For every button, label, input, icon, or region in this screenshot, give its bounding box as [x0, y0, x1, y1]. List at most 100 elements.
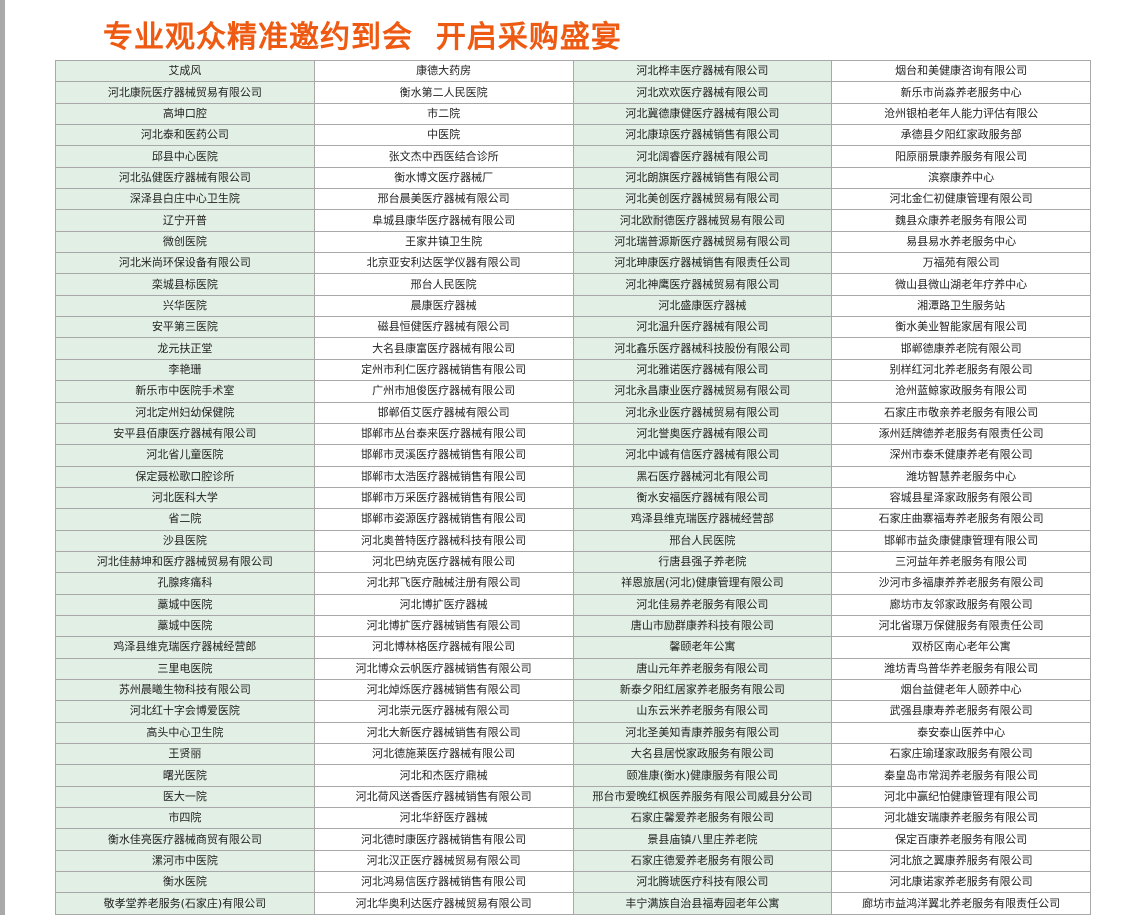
- table-cell: 辽宁开普: [55, 209, 315, 232]
- table-cell: 河北博扩医疗器械销售有限公司: [313, 614, 574, 638]
- table-cell: 河北圣美知青康养服务有限公司: [572, 721, 833, 745]
- table-cell: 李艳珊: [55, 358, 315, 382]
- table-cell: 邯郸市太浩医疗器械销售有限公司: [313, 465, 574, 488]
- table-row: 省二院 邯郸市姿源医疗器械销售有限公司 鸡泽县维克瑞医疗器械经营部 石家庄曲寨福寿养老…: [55, 508, 1091, 531]
- table-cell: 石家庄瑜瑾家政服务有限公司: [831, 742, 1091, 766]
- table-cell: 河北珅康医疗器械销售有限责任公司: [572, 252, 833, 275]
- table-cell: 山东云米养老服务有限公司: [572, 700, 833, 723]
- table-cell: 沙河市多福康养养老服务有限公司: [831, 572, 1091, 595]
- table-cell: 王家井镇卫生院: [313, 230, 574, 254]
- table-cell: 河北省儿童医院: [55, 444, 315, 467]
- table-row: 河北医科大学 邯郸市万采医疗器械销售有限公司 衡水安福医疗器械有限公司 容城县星泽家政…: [55, 486, 1091, 510]
- table-cell: 孔腺疼痛科: [55, 572, 315, 595]
- table-cell: 河北美创医疗器械贸易有限公司: [572, 188, 833, 211]
- table-row: 艾成风 康德大药房 河北桦丰医疗器械有限公司 烟台和美健康咨询有限公司: [55, 59, 1091, 83]
- table-cell: 河北神鹰医疗器械贸易有限公司: [572, 273, 833, 296]
- table-cell: 黑石医疗器械河北有限公司: [572, 465, 833, 488]
- table-cell: 医大一院: [55, 785, 315, 809]
- table-cell: 景县庙镇八里庄养老院: [572, 828, 833, 851]
- table-cell: 阜城县康华医疗器械有限公司: [313, 209, 574, 232]
- table-row: 鸡泽县维克瑞医疗器械经营郎 河北博林格医疗器械有限公司 馨颐老年公寓 双桥区南心老年公…: [55, 636, 1091, 659]
- table-cell: 邱县中心医院: [55, 145, 315, 168]
- table-cell: 漯河市中医院: [55, 849, 315, 873]
- table-cell: 藁城中医院: [55, 593, 315, 616]
- table-cell: 河北温升医疗器械有限公司: [572, 316, 833, 339]
- table-cell: 张文杰中西医结合诊所: [313, 145, 574, 168]
- table-row: 李艳珊 定州市利仁医疗器械销售有限公司 河北雅诺医疗器械有限公司 别样红河北养老服务有…: [55, 358, 1091, 382]
- table-cell: 河北红十字会博爱医院: [55, 700, 315, 723]
- table-cell: 晨康医疗器械: [313, 294, 574, 318]
- table-cell: 魏县众康养老服务有限公司: [831, 209, 1091, 232]
- table-row: 河北泰和医药公司 中医院 河北康琼医疗器械销售有限公司 承德县夕阳红家政服务部: [55, 124, 1091, 147]
- table-cell: 河北欧耐德医疗器械贸易有限公司: [572, 209, 833, 232]
- table-cell: 馨颐老年公寓: [572, 636, 833, 659]
- table-cell: 河北米尚环保设备有限公司: [55, 252, 315, 275]
- table-row: 安平第三医院 磁县恒健医疗器械有限公司 河北温升医疗器械有限公司 衡水美业智能家居有限…: [55, 316, 1091, 339]
- table-cell: 河北旅之翼康养服务有限公司: [831, 849, 1091, 873]
- table-cell: 河北桦丰医疗器械有限公司: [572, 59, 833, 83]
- table-row: 河北省儿童医院 邯郸市灵溪医疗器械销售有限公司 河北中诚有信医疗器械有限公司 深州市泰…: [55, 444, 1091, 467]
- table-row: 沙县医院 河北奥普特医疗器械科技有限公司 邢台人民医院 邯郸市益灸康健康管理有限公司: [55, 529, 1091, 552]
- table-cell: 别样红河北养老服务有限公司: [831, 358, 1091, 382]
- table-cell: 曙光医院: [55, 764, 315, 787]
- table-row: 衡水佳亮医疗器械商贸有限公司 河北德时康医疗器械销售有限公司 景县庙镇八里庄养老院保…: [55, 828, 1091, 851]
- table-cell: 河北朗旗医疗器械销售有限公司: [572, 166, 833, 190]
- table-row: 辽宁开普 阜城县康华医疗器械有限公司 河北欧耐德医疗器械贸易有限公司 魏县众康养老服务…: [55, 209, 1091, 232]
- table-row: 苏州晨曦生物科技有限公司 河北焯烁医疗器械销售有限公司 新泰夕阳红居家养老服务有限公…: [55, 678, 1091, 702]
- table-cell: 河北和杰医疗鼎械: [313, 764, 574, 787]
- table-cell: 邯郸德康养老院有限公司: [831, 337, 1091, 360]
- table-cell: 高头中心卫生院: [55, 721, 315, 745]
- table-cell: 阳原丽景康养服务有限公司: [831, 145, 1091, 168]
- table-cell: 河北康诺家养老服务有限公司: [831, 871, 1091, 894]
- table-cell: 河北大新医疗器械销售有限公司: [313, 721, 574, 745]
- table-row: 王贤丽 河北德施莱医疗器械有限公司 大名县居悦家政服务有限公司 石家庄瑜瑾家政服务有限…: [55, 742, 1091, 766]
- table-cell: 河北康阮医疗器械贸易有限公司: [55, 81, 315, 104]
- table-cell: 河北腾琥医疗科技有限公司: [572, 871, 833, 894]
- table-cell: 艾成风: [55, 59, 315, 83]
- table-cell: 敬孝堂养老服务(石家庄)有限公司: [55, 892, 315, 915]
- table-cell: 容城县星泽家政服务有限公司: [831, 486, 1091, 510]
- table-cell: 河北德时康医疗器械销售有限公司: [313, 828, 574, 851]
- table-cell: 河北欢欢医疗器械有限公司: [572, 81, 833, 104]
- table-cell: 河北佳赫坤和医疗器械贸易有限公司: [55, 550, 315, 574]
- table-cell: 河北金仁初健康管理有限公司: [831, 188, 1091, 211]
- table-cell: 邯郸市灵溪医疗器械销售有限公司: [313, 444, 574, 467]
- table-cell: 鸡泽县维克瑞医疗器械经营郎: [55, 636, 315, 659]
- table-row: 漯河市中医院 河北汉正医疗器械贸易有限公司 石家庄德爱养老服务有限公司 河北旅之翼康养…: [55, 849, 1091, 873]
- table-cell: 高坤口腔: [55, 102, 315, 126]
- table-row: 河北弘健医疗器械有限公司 衡水博文医疗器械厂 河北朗旗医疗器械销售有限公司 滨察康养中…: [55, 166, 1091, 190]
- table-cell: 潍坊智慧养老服务中心: [831, 465, 1091, 488]
- table-cell: 河北鸿易信医疗器械销售有限公司: [313, 871, 574, 894]
- table-cell: 河北誉奥医疗器械有限公司: [572, 422, 833, 446]
- table-cell: 烟台益健老年人颐养中心: [831, 678, 1091, 702]
- table-cell: 邯郸市姿源医疗器械销售有限公司: [313, 508, 574, 531]
- table-cell: 石家庄市敬亲养老服务有限公司: [831, 401, 1091, 424]
- table-cell: 河北荷风送香医疗器械销售有限公司: [313, 785, 574, 809]
- table-cell: 石家庄馨爱养老服务有限公司: [572, 807, 833, 830]
- table-cell: 微创医院: [55, 230, 315, 254]
- table-cell: 河北博众云帆医疗器械销售有限公司: [313, 657, 574, 680]
- table-row: 安平县佰康医疗器械有限公司 邯郸市丛台泰来医疗器械有限公司 河北誉奥医疗器械有限公司…: [55, 422, 1091, 446]
- table-cell: 河北泰和医药公司: [55, 124, 315, 147]
- table-cell: 保定聂松歌口腔诊所: [55, 465, 315, 488]
- table-row: 敬孝堂养老服务(石家庄)有限公司 河北华奥利达医疗器械贸易有限公司 丰宁满族自治县福…: [55, 892, 1091, 915]
- table-cell: 安平县佰康医疗器械有限公司: [55, 422, 315, 446]
- table-cell: 磁县恒健医疗器械有限公司: [313, 316, 574, 339]
- table-row: 藁城中医院 河北博扩医疗器械销售有限公司 唐山市励群康养科技有限公司 河北省璟万保健服…: [55, 614, 1091, 638]
- table-cell: 河北阔睿医疗器械有限公司: [572, 145, 833, 168]
- table-cell: 滨察康养中心: [831, 166, 1091, 190]
- table-cell: 河北华奥利达医疗器械贸易有限公司: [313, 892, 574, 915]
- table-cell: 省二院: [55, 508, 315, 531]
- table-cell: 衡水第二人民医院: [313, 81, 574, 104]
- table-cell: 河北崇元医疗器械有限公司: [313, 700, 574, 723]
- table-cell: 邢台人民医院: [572, 529, 833, 552]
- table-cell: 市二院: [313, 102, 574, 126]
- table-cell: 丰宁满族自治县福寿园老年公寓: [572, 892, 833, 915]
- table-cell: 兴华医院: [55, 294, 315, 318]
- table-cell: 河北永昌康业医疗器械贸易有限公司: [572, 380, 833, 403]
- table-cell: 大名县居悦家政服务有限公司: [572, 742, 833, 766]
- table-cell: 衡水佳亮医疗器械商贸有限公司: [55, 828, 315, 851]
- table-cell: 唐山元年养老服务有限公司: [572, 657, 833, 680]
- table-cell: 承德县夕阳红家政服务部: [831, 124, 1091, 147]
- table-cell: 秦皇岛市常润养老服务有限公司: [831, 764, 1091, 787]
